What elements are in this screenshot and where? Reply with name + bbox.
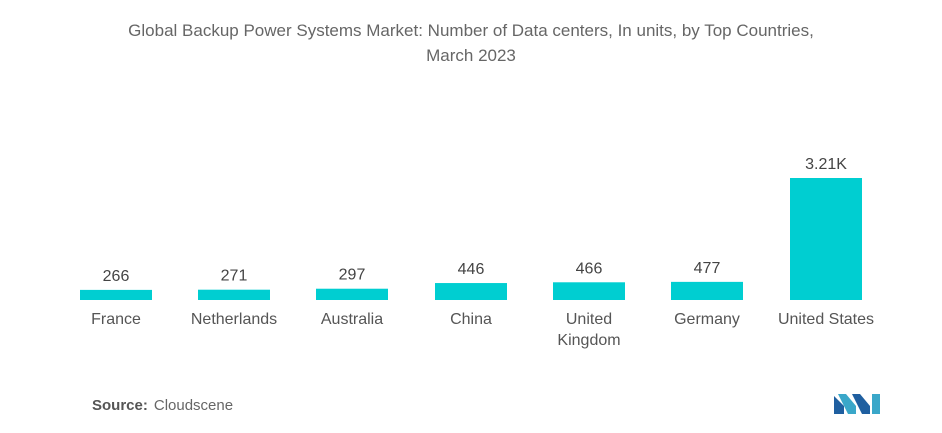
mordor-intelligence-logo-icon bbox=[834, 394, 880, 414]
category-label: Netherlands bbox=[191, 311, 277, 328]
data-label: 446 bbox=[458, 261, 485, 278]
category-label: Australia bbox=[321, 311, 383, 328]
bar-netherlands bbox=[198, 289, 270, 300]
chart-title-line-1: Global Backup Power Systems Market: Numb… bbox=[128, 21, 814, 40]
data-label: 297 bbox=[339, 267, 366, 284]
bar-china bbox=[435, 283, 507, 300]
category-label: United bbox=[566, 311, 612, 328]
bar-united-states bbox=[790, 178, 862, 300]
category-label: China bbox=[450, 311, 492, 328]
bar-united-kingdom bbox=[553, 282, 625, 300]
data-label: 477 bbox=[694, 260, 721, 277]
data-label: 3.21K bbox=[805, 156, 847, 173]
data-label: 466 bbox=[576, 260, 603, 277]
chart-title: Global Backup Power Systems Market: Numb… bbox=[0, 18, 942, 68]
bar-france bbox=[80, 289, 152, 300]
source-note: Source: Cloudscene bbox=[92, 397, 233, 414]
data-label: 271 bbox=[221, 268, 248, 285]
source-label: Source: bbox=[92, 397, 148, 414]
category-label: United States bbox=[778, 311, 874, 328]
data-label: 266 bbox=[103, 268, 130, 285]
category-label: France bbox=[91, 311, 141, 328]
category-label: Kingdom bbox=[557, 332, 620, 349]
source-value: Cloudscene bbox=[153, 397, 234, 414]
bar-germany bbox=[671, 281, 743, 300]
category-label: Germany bbox=[674, 311, 740, 328]
bar-australia bbox=[316, 288, 388, 300]
chart-title-line-2: March 2023 bbox=[426, 46, 516, 65]
